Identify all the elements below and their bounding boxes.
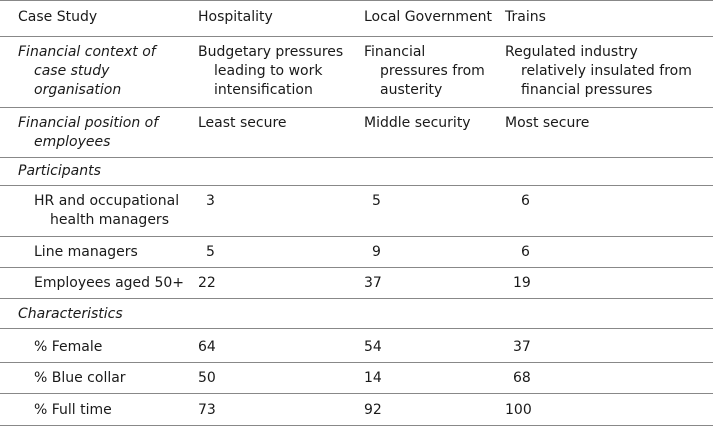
financial-context-hospitality: Budgetary pressures bbox=[198, 44, 344, 60]
hr-managers-local-government: 5 bbox=[372, 193, 381, 209]
financial-position-hospitality: Least secure bbox=[198, 115, 287, 131]
financial-context-trains: financial pressures bbox=[521, 82, 653, 98]
financial-context-local-government: Financial bbox=[364, 44, 426, 60]
full-time-local-government: 92 bbox=[364, 402, 382, 418]
employees-trains: 19 bbox=[513, 275, 531, 291]
blue-collar-trains: 68 bbox=[513, 370, 531, 386]
financial-context-hospitality: leading to work bbox=[214, 63, 323, 79]
blue-collar-local-government: 14 bbox=[364, 370, 382, 386]
row-divider bbox=[0, 267, 713, 268]
employees-label: Employees aged 50+ bbox=[34, 275, 185, 291]
financial-context-local-government: pressures from bbox=[380, 63, 485, 79]
female-local-government: 54 bbox=[364, 339, 382, 355]
full-time-label: % Full time bbox=[34, 402, 112, 418]
financial-position-label: Financial position of bbox=[18, 115, 159, 131]
female-label: % Female bbox=[34, 339, 103, 355]
row-divider bbox=[0, 157, 713, 158]
characteristics-section-label: Characteristics bbox=[18, 306, 123, 322]
full-time-hospitality: 73 bbox=[198, 402, 216, 418]
financial-context-label: organisation bbox=[34, 82, 122, 98]
row-divider bbox=[0, 362, 713, 363]
hr-managers-hospitality: 3 bbox=[206, 193, 215, 209]
row-divider bbox=[0, 107, 713, 108]
blue-collar-label: % Blue collar bbox=[34, 370, 126, 386]
financial-context-trains: relatively insulated from bbox=[521, 63, 692, 79]
financial-context-label: case study bbox=[34, 63, 110, 79]
header-trains: Trains bbox=[505, 9, 546, 25]
female-hospitality: 64 bbox=[198, 339, 216, 355]
hr-managers-trains: 6 bbox=[521, 193, 530, 209]
row-divider bbox=[0, 393, 713, 394]
line-managers-local-government: 9 bbox=[372, 244, 381, 260]
header-hospitality: Hospitality bbox=[198, 9, 273, 25]
financial-position-trains: Most secure bbox=[505, 115, 590, 131]
table-bottom-rule bbox=[0, 425, 713, 426]
financial-context-hospitality: intensification bbox=[214, 82, 313, 98]
hr-managers-label: HR and occupational bbox=[34, 193, 180, 209]
financial-position-local-government: Middle security bbox=[364, 115, 471, 131]
header-case-study: Case Study bbox=[18, 9, 98, 25]
financial-context-trains: Regulated industry bbox=[505, 44, 638, 60]
financial-context-label: Financial context of bbox=[18, 44, 156, 60]
full-time-trains: 100 bbox=[505, 402, 532, 418]
row-divider bbox=[0, 185, 713, 186]
header-bottom-rule bbox=[0, 36, 713, 37]
row-divider bbox=[0, 298, 713, 299]
financial-context-local-government: austerity bbox=[380, 82, 443, 98]
row-divider bbox=[0, 236, 713, 237]
blue-collar-hospitality: 50 bbox=[198, 370, 216, 386]
line-managers-hospitality: 5 bbox=[206, 244, 215, 260]
female-trains: 37 bbox=[513, 339, 531, 355]
table-top-rule bbox=[0, 0, 713, 1]
financial-position-label: employees bbox=[34, 134, 111, 150]
header-local-government: Local Government bbox=[364, 9, 493, 25]
participants-section-label: Participants bbox=[18, 163, 101, 179]
employees-hospitality: 22 bbox=[198, 275, 216, 291]
hr-managers-label: health managers bbox=[50, 212, 169, 228]
row-divider bbox=[0, 328, 713, 329]
line-managers-label: Line managers bbox=[34, 244, 138, 260]
employees-local-government: 37 bbox=[364, 275, 382, 291]
line-managers-trains: 6 bbox=[521, 244, 530, 260]
